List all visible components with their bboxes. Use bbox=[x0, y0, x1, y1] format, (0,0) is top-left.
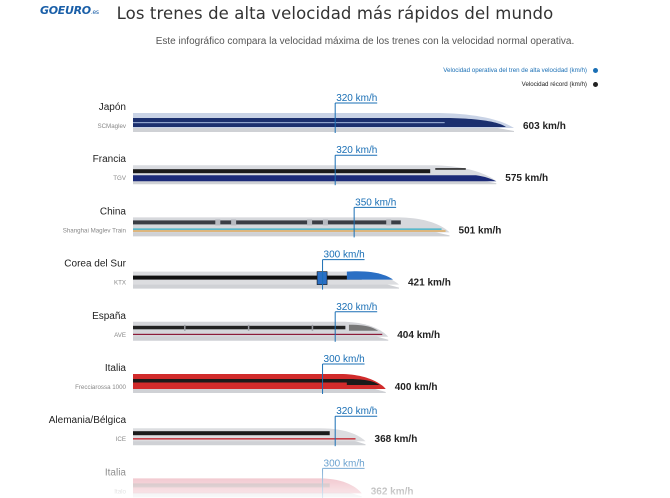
train-door bbox=[184, 324, 186, 331]
train-row: España AVE 404 km/h 320 km/h bbox=[92, 302, 440, 342]
train-underside bbox=[133, 127, 514, 132]
record-speed-label: 575 km/h bbox=[505, 173, 548, 184]
train-door bbox=[322, 219, 328, 226]
train-row: Italia Frecciarossa 1000 400 km/h 300 km/h bbox=[75, 354, 438, 394]
train-door bbox=[307, 219, 313, 226]
train-name-label: SCMaglev bbox=[97, 123, 126, 130]
train-window-band bbox=[133, 379, 354, 383]
record-speed-label: 421 km/h bbox=[408, 278, 451, 289]
chart-legend: Velocidad operativa del tren de alta vel… bbox=[443, 64, 598, 92]
logo-suffix: .es bbox=[90, 9, 99, 16]
train-name-label: AVE bbox=[114, 332, 126, 339]
train-body bbox=[133, 217, 450, 233]
train-window-band bbox=[133, 275, 362, 280]
train-row: Japón SCMaglev 603 km/h 320 km/h bbox=[97, 93, 566, 133]
country-label: Francia bbox=[93, 154, 127, 165]
train-accent-line bbox=[133, 122, 445, 124]
train-window-band bbox=[133, 220, 401, 225]
country-label: España bbox=[92, 311, 126, 322]
page-title: Los trenes de alta velocidad más rápidos… bbox=[116, 4, 554, 23]
operational-speed-label: 320 km/h bbox=[336, 145, 377, 156]
train-underside bbox=[133, 231, 450, 237]
legend-record-label: Velocidad récord (km/h) bbox=[521, 81, 587, 88]
train-accent-line bbox=[133, 228, 442, 230]
legend-operational-dot bbox=[593, 67, 598, 73]
train-window-band bbox=[133, 483, 330, 488]
operational-speed-label: 300 km/h bbox=[324, 458, 365, 469]
train-nose-accent bbox=[346, 271, 394, 280]
operational-speed-label: 320 km/h bbox=[336, 406, 377, 417]
legend-item-operational: Velocidad operativa del tren de alta vel… bbox=[443, 64, 598, 78]
legend-item-record: Velocidad récord (km/h) bbox=[443, 78, 598, 92]
train-name-label: ICE bbox=[116, 436, 126, 443]
record-speed-label: 362 km/h bbox=[371, 486, 414, 497]
country-label: China bbox=[100, 206, 127, 217]
country-label: Alemania/Bélgica bbox=[49, 415, 127, 426]
train-accent-line bbox=[133, 230, 446, 232]
train-name-label: Shanghai Maglev Train bbox=[63, 227, 127, 234]
train-stripe bbox=[133, 175, 497, 182]
record-speed-label: 501 km/h bbox=[459, 225, 502, 236]
train-cab-window bbox=[435, 168, 466, 170]
train-underside bbox=[133, 283, 400, 289]
train-name-label: TGV bbox=[113, 175, 127, 182]
country-label: Italia bbox=[105, 363, 127, 374]
train-name-label: KTX bbox=[114, 280, 126, 287]
operational-speed-label: 320 km/h bbox=[336, 93, 377, 104]
record-speed-label: 400 km/h bbox=[395, 382, 438, 393]
page-subtitle: Este infográfico compara la velocidad má… bbox=[155, 36, 575, 47]
train-window-band bbox=[133, 169, 431, 174]
operational-speed-label: 300 km/h bbox=[324, 354, 365, 365]
train-row: Corea del Sur KTX 421 km/h 300 km/h bbox=[64, 250, 451, 290]
train-door bbox=[247, 324, 250, 331]
country-label: Corea del Sur bbox=[64, 259, 126, 270]
country-label: Italia bbox=[105, 467, 127, 478]
train-underside bbox=[133, 440, 366, 446]
operational-speed-label: 350 km/h bbox=[355, 197, 396, 208]
train-accent-line bbox=[133, 333, 383, 335]
train-window-band bbox=[133, 431, 330, 436]
train-window-band bbox=[133, 325, 346, 330]
legend-record-dot bbox=[593, 81, 598, 87]
train-nose-window bbox=[346, 379, 380, 385]
train-name-label: Frecciarossa 1000 bbox=[75, 384, 126, 391]
legend-operational-label: Velocidad operativa del tren de alta vel… bbox=[443, 67, 587, 74]
train-name-label: Italo bbox=[114, 488, 126, 495]
record-speed-label: 368 km/h bbox=[375, 434, 418, 445]
record-speed-label: 404 km/h bbox=[397, 330, 440, 341]
country-label: Japón bbox=[99, 102, 126, 113]
operational-speed-label: 320 km/h bbox=[336, 302, 377, 313]
brand-logo[interactable]: GOEURO.es bbox=[40, 4, 99, 17]
train-row: China Shanghai Maglev Train 501 km/h 350 km… bbox=[63, 197, 502, 238]
train-door bbox=[231, 219, 237, 226]
train-accent-line bbox=[133, 438, 356, 440]
train-row: Alemania/Bélgica ICE 368 km/h 320 km/h bbox=[49, 406, 418, 447]
record-speed-label: 603 km/h bbox=[523, 121, 566, 132]
train-door bbox=[386, 219, 392, 226]
train-row: Francia TGV 575 km/h 320 km/h bbox=[93, 145, 548, 186]
train-door bbox=[311, 324, 314, 331]
train-door bbox=[215, 219, 221, 226]
logo-text: GOEURO bbox=[40, 4, 91, 17]
train-nose-window bbox=[348, 324, 379, 331]
train-underside bbox=[133, 335, 389, 341]
operational-speed-label: 300 km/h bbox=[324, 250, 365, 261]
train-row: Italia Italo 362 km/h 300 km/h bbox=[105, 458, 414, 498]
